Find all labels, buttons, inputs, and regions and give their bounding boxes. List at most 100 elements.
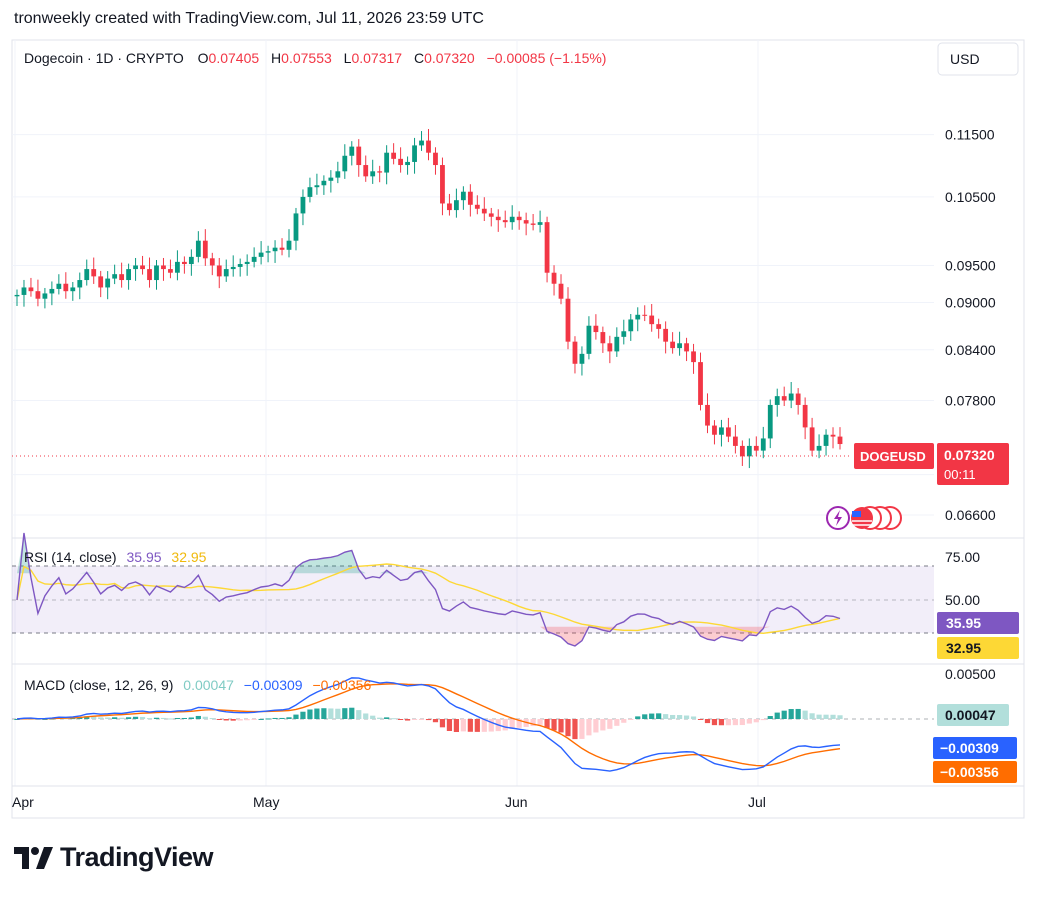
event-icons[interactable]	[826, 506, 902, 530]
candle-body	[391, 152, 397, 159]
candle-body	[698, 362, 703, 405]
candle-body	[300, 196, 306, 214]
candle-body	[181, 261, 187, 265]
rsi-value: 35.95	[126, 549, 161, 565]
candle-body	[739, 445, 745, 457]
candle-body	[760, 438, 766, 451]
macd-hist-bar	[607, 719, 613, 729]
macd-hist-bar	[621, 719, 627, 723]
time-axis[interactable]: Apr May Jun Jul	[12, 794, 766, 810]
candle-body	[433, 152, 438, 166]
candle-body	[467, 191, 473, 205]
candle-body	[286, 240, 292, 250]
macd-hist-bar	[209, 718, 215, 720]
candle-body	[509, 216, 515, 223]
candle-body	[642, 314, 648, 316]
candle-body	[572, 341, 578, 364]
macd-hist-bar	[432, 719, 439, 723]
candle-body	[544, 222, 550, 273]
candle-body	[188, 256, 194, 265]
macd-hist-tag	[937, 704, 1009, 726]
candle-body	[753, 445, 759, 451]
candle-body	[133, 265, 138, 270]
candle-body	[161, 265, 166, 270]
candle-body	[607, 343, 613, 352]
currency-label: USD	[950, 51, 980, 67]
candle-body	[656, 324, 662, 329]
macd-hist-bar	[237, 719, 243, 721]
macd-hist-bar	[77, 717, 83, 719]
macd-hist-bar	[293, 714, 299, 719]
currency-button[interactable]: USD	[937, 42, 1019, 76]
macd-hist-bar	[119, 717, 125, 719]
candle-body	[419, 140, 424, 146]
candle-body	[719, 427, 724, 435]
candle-body	[809, 427, 815, 451]
candle-body	[621, 331, 627, 337]
price-tick-label: 0.08400	[945, 342, 996, 358]
candle-body	[335, 171, 341, 178]
candle-body	[384, 152, 390, 173]
candle-body	[21, 287, 27, 295]
macd-hist-value: 0.00047	[183, 677, 234, 693]
macd-hist-bar	[635, 716, 641, 719]
candle-body	[816, 445, 822, 451]
macd-hist-bar	[188, 717, 194, 719]
rsi-label: RSI (14, close)	[24, 549, 117, 565]
candle-body	[216, 265, 222, 277]
tradingview-logo-icon	[14, 846, 53, 869]
candle-body	[795, 393, 801, 405]
candle-body	[558, 283, 564, 299]
macd-hist-bar	[663, 714, 669, 719]
candle-body	[14, 294, 20, 297]
rsi-oversold-fill	[17, 626, 840, 646]
macd-hist-bar	[167, 718, 174, 720]
macd-signal-value: −0.00356	[312, 677, 371, 693]
tradingview-watermark: TradingView	[14, 842, 214, 873]
candle-body	[684, 343, 689, 352]
macd-hist-bar	[425, 719, 432, 721]
price-tick-label: 0.09000	[945, 295, 996, 311]
candle-body	[140, 265, 145, 270]
macd-hist-bar	[676, 715, 683, 719]
candle-body	[35, 291, 41, 299]
candle-body	[767, 404, 773, 439]
ticker-label: DOGEUSD	[860, 449, 926, 464]
macd-hist-bar	[802, 710, 808, 719]
candle-body	[293, 213, 299, 241]
candle-body	[837, 436, 843, 445]
candle-body	[726, 427, 731, 437]
candle-body	[523, 220, 529, 224]
macd-hist-bar	[670, 714, 676, 719]
macd-hist-bar	[809, 713, 815, 719]
macd-hist-bar	[572, 719, 578, 740]
macd-hist-bar	[474, 719, 480, 732]
macd-hist-bar	[300, 711, 306, 719]
price-tick-label: 0.07800	[945, 393, 996, 409]
candlestick-series	[14, 129, 843, 469]
candle-body	[370, 171, 376, 177]
candle-body	[537, 222, 543, 225]
candle-body	[705, 404, 710, 426]
last-price-value: 0.07320	[944, 447, 995, 463]
macd-hist-bar	[551, 719, 557, 731]
macd-hist-bar	[739, 719, 745, 726]
candle-body	[154, 265, 159, 281]
macd-hist-bar	[314, 708, 320, 719]
macd-hist-bar	[286, 717, 292, 719]
candle-body	[98, 276, 104, 288]
candle-body	[84, 269, 90, 281]
candle-body	[349, 146, 355, 156]
candle-body	[440, 165, 445, 204]
macd-hist-bar	[788, 709, 794, 719]
macd-hist-bar	[91, 716, 97, 719]
legend-change: −0.00085 (−1.15%)	[487, 50, 607, 66]
macd-signal-tag	[933, 761, 1017, 783]
rsi-axis-75: 75.00	[945, 549, 980, 565]
rsi-ma-value: 32.95	[171, 549, 206, 565]
macd-hist-bar	[342, 708, 348, 719]
candle-body	[488, 213, 494, 217]
macd-line-tag	[933, 737, 1017, 759]
macd-hist-bar	[725, 719, 732, 726]
